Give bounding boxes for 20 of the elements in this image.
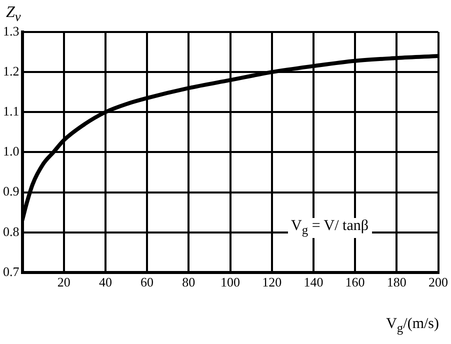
y-tick-label: 1.2 [3,63,20,78]
x-tick-label: 200 [428,274,448,290]
y-tick-label: 1.1 [3,104,20,119]
x-tick-label: 160 [345,274,365,290]
y-tick-label: 0.9 [3,184,20,199]
x-tick-label: 60 [140,274,154,290]
x-tick-label: 20 [57,274,70,290]
y-tick-label: 1.0 [3,144,20,159]
x-tick-label: 100 [220,274,240,290]
x-tick-label: 80 [182,274,196,290]
y-tick-label: 0.7 [3,264,20,279]
x-tick-label: 140 [304,274,324,290]
y-axis-title: Z$_{v}$ [6,4,21,26]
x-tick-label: 120 [262,274,282,290]
annotation: V$_{g}$ = V/ tanβ [288,218,372,238]
x-tick-label: 180 [386,274,406,290]
y-tick-label: 1.3 [3,23,20,38]
x-tick-label: 40 [98,274,112,290]
y-tick-label: 0.8 [3,224,20,239]
x-axis-title: V$_{g}$/(m/s) [386,316,439,336]
